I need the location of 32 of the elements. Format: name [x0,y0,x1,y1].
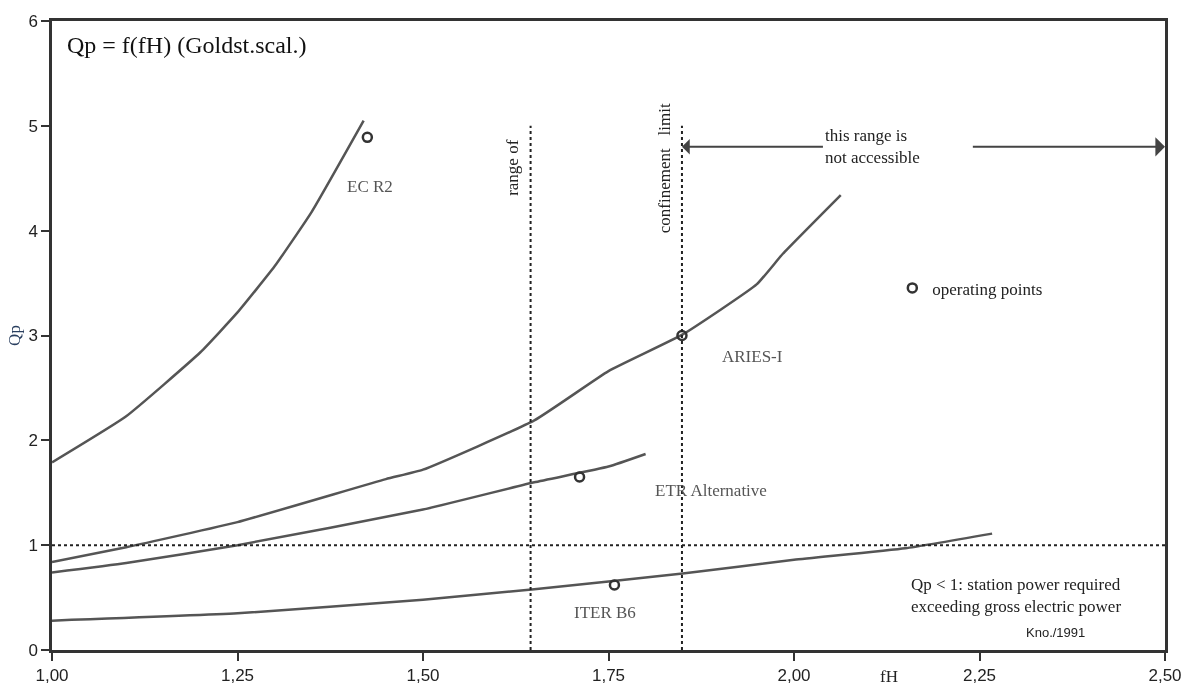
line-series [52,452,647,574]
x-tick-label: 2,50 [1148,666,1182,686]
legend-label: operating points [932,279,1043,299]
x-axis-title: fH [880,667,898,686]
x-tick-label: 1,50 [406,666,440,686]
y-axis-title: Qp [4,325,24,346]
point [361,131,374,144]
text: Qp = f(fH) (Goldst.scal.) [67,32,307,58]
point [573,471,586,483]
x-tick-label: 2,00 [777,666,811,686]
point [676,329,688,342]
y-tick-label: 2 [28,431,38,451]
point [608,579,621,591]
x-tick-label: 1,00 [35,666,69,686]
annotation: Kno./1991 [1026,625,1086,640]
series-label: ARIES-I [722,347,783,366]
y-tick-label: 3 [28,326,38,346]
series-label: ETR Alternative [655,481,767,500]
y-tick-label: 4 [28,221,38,241]
ref-line-label: range of [503,139,523,196]
ref-line-label: confinement limit [654,103,674,234]
series-label: ITER B6 [574,603,636,622]
y-tick-label: 0 [28,640,38,660]
x-tick-label: 2,25 [962,666,997,686]
series-label: EC R2 [347,177,393,196]
y-tick-label: 6 [28,11,38,31]
x-tick-label: 1,25 [220,666,255,686]
x-tick-label: 1,75 [591,666,626,686]
y-tick-label: 5 [28,116,38,136]
y-tick-label: 1 [28,536,38,556]
annotation: this range is not accessible [825,126,920,168]
annotation: Qp < 1: station power required exceeding gross electric power [911,575,1122,617]
